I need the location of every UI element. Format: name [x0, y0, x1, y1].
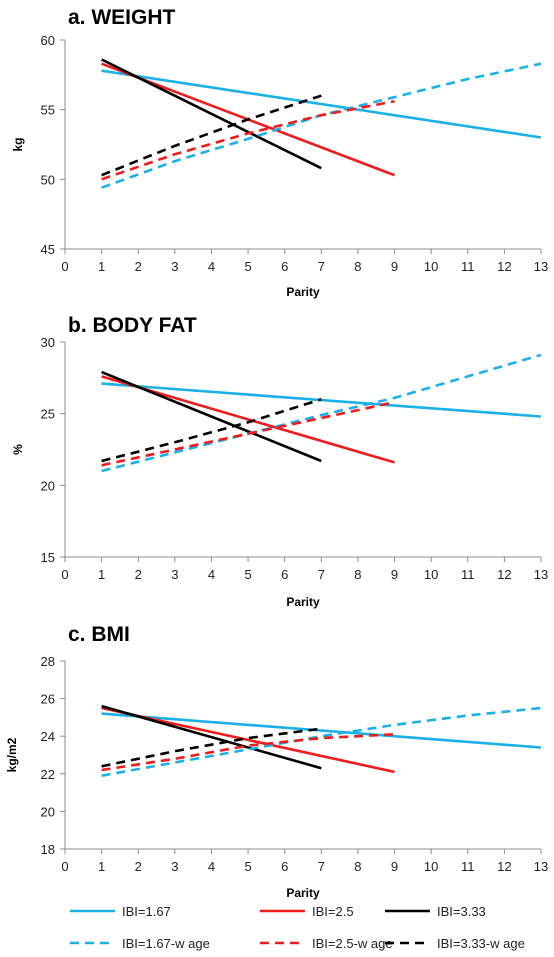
legend-item: IBI=3.33-w age	[385, 936, 525, 951]
x-tick-label: 7	[318, 567, 325, 582]
x-tick-label: 6	[281, 859, 288, 874]
series-line-3	[101, 58, 322, 170]
series-line-4	[101, 62, 542, 189]
x-tick-label: 5	[244, 567, 251, 582]
x-tick-label: 11	[461, 259, 475, 274]
x-tick-label: 6	[281, 567, 288, 582]
y-tick-label: 28	[41, 654, 55, 669]
x-tick-label: 12	[497, 859, 511, 874]
series-line-4	[101, 353, 542, 473]
y-tick-label: 30	[41, 335, 55, 350]
x-tick-label: 0	[61, 259, 68, 274]
legend: IBI=1.67 IBI=2.5 IBI=3.33 IBI=1.67-w age IBI…	[70, 904, 525, 951]
y-axis-label: %	[11, 444, 25, 455]
x-axis-label: Parity	[286, 886, 320, 900]
x-tick-label: 0	[61, 859, 68, 874]
y-tick-label: 45	[41, 242, 55, 257]
x-tick-label: 0	[61, 567, 68, 582]
x-axis-label: Parity	[286, 595, 320, 609]
y-axis-label: kg/m2	[5, 737, 19, 772]
chart-title: b. BODY FAT	[68, 314, 197, 337]
legend-label: IBI=1.67-w age	[122, 936, 210, 951]
x-tick-label: 2	[135, 567, 142, 582]
x-tick-label: 8	[354, 259, 361, 274]
y-tick-label: 22	[41, 767, 55, 782]
y-tick-label: 15	[41, 550, 55, 565]
legend-item: IBI=2.5	[260, 904, 354, 919]
x-tick-label: 12	[497, 567, 511, 582]
y-tick-label: 26	[41, 692, 55, 707]
x-tick-label: 4	[208, 259, 215, 274]
legend-label: IBI=1.67	[122, 904, 171, 919]
x-tick-label: 9	[391, 567, 398, 582]
x-tick-label: 12	[497, 259, 511, 274]
y-tick-label: 20	[41, 478, 55, 493]
series-line-6	[101, 94, 322, 177]
x-tick-label: 5	[244, 259, 251, 274]
legend-item: IBI=1.67-w age	[70, 936, 210, 951]
series-line-5	[101, 400, 395, 467]
legend-label: IBI=2.5	[312, 904, 354, 919]
legend-item: IBI=3.33	[385, 904, 486, 919]
x-tick-label: 13	[534, 259, 548, 274]
x-tick-label: 8	[354, 859, 361, 874]
x-tick-label: 2	[135, 859, 142, 874]
legend-label: IBI=2.5-w age	[312, 936, 393, 951]
x-tick-label: 8	[354, 567, 361, 582]
y-tick-label: 24	[41, 729, 55, 744]
x-tick-label: 9	[391, 859, 398, 874]
x-tick-label: 4	[208, 859, 215, 874]
x-tick-label: 3	[171, 859, 178, 874]
legend-item: IBI=2.5-w age	[260, 936, 393, 951]
y-tick-label: 25	[41, 407, 55, 422]
y-axis-label: kg	[11, 137, 25, 151]
x-tick-label: 7	[318, 259, 325, 274]
x-tick-label: 5	[244, 859, 251, 874]
series-line-5	[101, 100, 395, 181]
series-line-5	[101, 733, 395, 772]
series-line-1	[101, 712, 542, 749]
y-tick-label: 60	[41, 33, 55, 48]
x-tick-label: 11	[461, 859, 475, 874]
x-tick-label: 4	[208, 567, 215, 582]
x-tick-label: 10	[424, 859, 438, 874]
y-tick-label: 18	[41, 842, 55, 857]
x-tick-label: 10	[424, 259, 438, 274]
x-axis-label: Parity	[286, 285, 320, 299]
x-tick-label: 1	[98, 567, 105, 582]
x-tick-label: 1	[98, 859, 105, 874]
x-tick-label: 7	[318, 859, 325, 874]
y-tick-label: 20	[41, 804, 55, 819]
x-tick-label: 13	[534, 859, 548, 874]
series-line-6	[101, 727, 322, 768]
x-tick-label: 3	[171, 259, 178, 274]
x-tick-label: 9	[391, 259, 398, 274]
series-line-3	[101, 370, 322, 463]
series-line-3	[101, 704, 322, 770]
x-tick-label: 1	[98, 259, 105, 274]
x-tick-label: 3	[171, 567, 178, 582]
x-tick-label: 13	[534, 567, 548, 582]
series-line-6	[101, 398, 322, 463]
x-tick-label: 11	[461, 567, 475, 582]
legend-label: IBI=3.33-w age	[437, 936, 525, 951]
x-tick-label: 10	[424, 567, 438, 582]
y-tick-label: 55	[41, 103, 55, 118]
series-line-1	[101, 69, 542, 139]
legend-label: IBI=3.33	[437, 904, 486, 919]
legend-item: IBI=1.67	[70, 904, 171, 919]
x-tick-label: 2	[135, 259, 142, 274]
chart-title: c. BMI	[68, 623, 130, 646]
chart-title: a. WEIGHT	[68, 6, 176, 29]
x-tick-label: 6	[281, 259, 288, 274]
y-tick-label: 50	[41, 172, 55, 187]
